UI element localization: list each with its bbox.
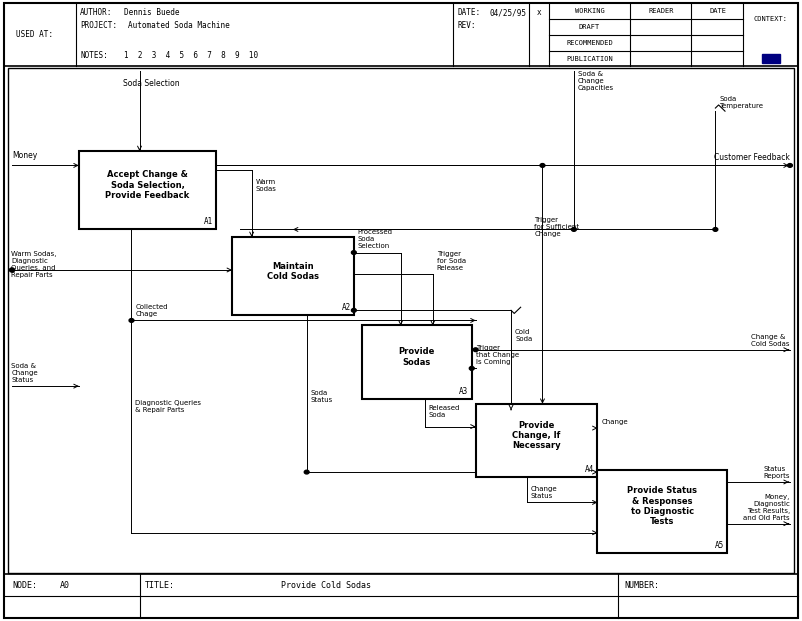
Circle shape: [351, 251, 356, 255]
Circle shape: [713, 227, 718, 231]
Text: Soda &
Change
Capacities: Soda & Change Capacities: [578, 71, 614, 91]
Circle shape: [351, 309, 356, 312]
Bar: [8, 68, 794, 573]
Text: CONTEXT:: CONTEXT:: [754, 16, 788, 22]
Text: Money: Money: [12, 152, 37, 160]
Text: PROJECT:: PROJECT:: [80, 20, 117, 30]
Text: A4: A4: [585, 465, 594, 474]
Text: Cold
Soda: Cold Soda: [515, 329, 533, 342]
Bar: [597, 469, 727, 553]
Text: Change
Status: Change Status: [531, 486, 557, 499]
Text: NODE:: NODE:: [12, 581, 37, 590]
Text: 04/25/95: 04/25/95: [489, 8, 526, 17]
Text: NUMBER:: NUMBER:: [624, 581, 659, 590]
Text: Diagnostic Queries
& Repair Parts: Diagnostic Queries & Repair Parts: [136, 400, 201, 413]
Text: DRAFT: DRAFT: [579, 24, 600, 30]
Text: REV:: REV:: [457, 20, 476, 30]
Text: Provide Cold Sodas: Provide Cold Sodas: [281, 581, 371, 590]
Text: A3: A3: [460, 387, 468, 396]
Text: Provide
Sodas: Provide Sodas: [399, 348, 435, 367]
Bar: [79, 151, 217, 229]
Text: Collected
Chage: Collected Chage: [136, 304, 168, 317]
Text: Money,
Diagnostic
Test Results,
and Old Parts: Money, Diagnostic Test Results, and Old …: [743, 494, 790, 520]
Text: Soda Selection: Soda Selection: [124, 79, 180, 88]
Text: READER: READER: [648, 8, 674, 14]
Text: Accept Change &
Soda Selection,
Provide Feedback: Accept Change & Soda Selection, Provide …: [105, 170, 189, 200]
Circle shape: [572, 227, 577, 231]
Text: Trigger
for Soda
Release: Trigger for Soda Release: [437, 251, 466, 271]
Text: Customer Feedback: Customer Feedback: [714, 153, 790, 162]
Text: A5: A5: [715, 541, 724, 550]
Text: A1: A1: [204, 217, 213, 226]
Text: Maintain
Cold Sodas: Maintain Cold Sodas: [267, 261, 319, 281]
Text: WORKING: WORKING: [574, 8, 605, 14]
Text: A2: A2: [342, 303, 350, 312]
Text: Released
Soda: Released Soda: [428, 405, 460, 418]
Circle shape: [304, 470, 309, 474]
Text: TITLE:: TITLE:: [144, 581, 174, 590]
Circle shape: [469, 366, 474, 370]
Circle shape: [10, 268, 14, 272]
Text: A0: A0: [60, 581, 70, 590]
Text: Soda
Status: Soda Status: [310, 390, 333, 403]
Text: Status
Reports: Status Reports: [764, 466, 790, 479]
Circle shape: [540, 163, 545, 167]
Circle shape: [473, 348, 478, 351]
Text: Soda &
Change
Status: Soda & Change Status: [11, 363, 38, 383]
Text: Processed
Soda
Selection: Processed Soda Selection: [358, 229, 393, 250]
Text: 1  2  3  4  5  6  7  8  9  10: 1 2 3 4 5 6 7 8 9 10: [124, 50, 258, 60]
Text: AUTHOR:: AUTHOR:: [80, 8, 112, 17]
Text: Automated Soda Machine: Automated Soda Machine: [128, 20, 230, 30]
Text: DATE: DATE: [709, 8, 727, 14]
Text: Dennis Buede: Dennis Buede: [124, 8, 180, 17]
Circle shape: [10, 268, 14, 272]
Circle shape: [129, 319, 134, 322]
Text: Change &
Cold Sodas: Change & Cold Sodas: [751, 333, 790, 347]
Bar: [476, 404, 597, 477]
Text: Provide Status
& Responses
to Diagnostic
Tests: Provide Status & Responses to Diagnostic…: [627, 486, 697, 527]
Text: Trigger
that Change
Is Coming: Trigger that Change Is Coming: [476, 345, 519, 365]
Bar: [762, 54, 780, 63]
Text: DATE:: DATE:: [457, 8, 480, 17]
Text: Warm
Sodas: Warm Sodas: [256, 179, 277, 192]
Text: Trigger
for Sufficient
Change: Trigger for Sufficient Change: [534, 217, 580, 237]
Text: PUBLICATION: PUBLICATION: [566, 55, 613, 61]
Text: USED AT:: USED AT:: [16, 30, 53, 39]
Text: Warm Sodas,
Diagnostic
Queries, and
Repair Parts: Warm Sodas, Diagnostic Queries, and Repa…: [11, 252, 57, 278]
Text: x: x: [537, 8, 541, 17]
Text: Change: Change: [602, 419, 628, 425]
Circle shape: [788, 163, 792, 167]
Bar: [232, 237, 354, 315]
Text: NOTES:: NOTES:: [80, 50, 108, 60]
Text: RECOMMENDED: RECOMMENDED: [566, 40, 613, 46]
Text: Soda
Temperature: Soda Temperature: [719, 96, 764, 109]
Bar: [362, 325, 472, 399]
Text: Provide
Change, If
Necessary: Provide Change, If Necessary: [512, 420, 561, 450]
